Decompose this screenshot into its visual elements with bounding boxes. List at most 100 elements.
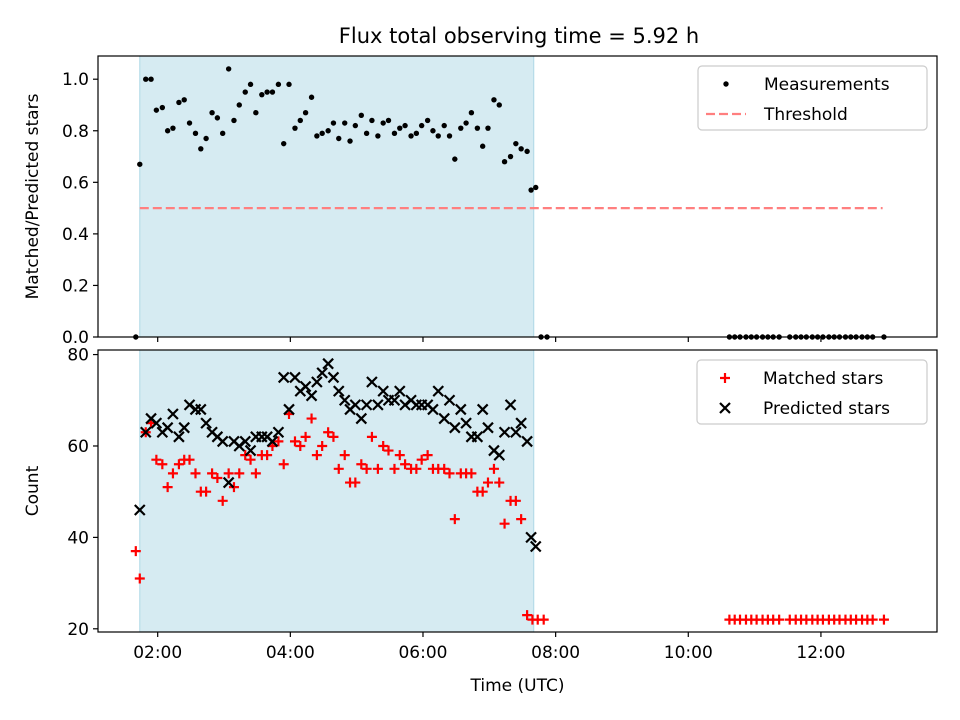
measurement-point xyxy=(408,133,414,139)
matched-point xyxy=(439,463,450,474)
matched-point xyxy=(300,431,311,442)
predicted-point xyxy=(200,417,212,429)
y-tick-label: 1.0 xyxy=(62,70,89,90)
matched-point xyxy=(449,514,460,525)
predicted-point xyxy=(299,380,312,393)
matched-point xyxy=(250,468,261,479)
predicted-point xyxy=(427,403,439,416)
matched-point xyxy=(278,459,289,470)
measurement-point xyxy=(269,89,276,95)
measurement-point xyxy=(203,135,209,142)
measurement-point xyxy=(418,122,425,129)
matched-point xyxy=(350,477,361,488)
measurement-point xyxy=(380,120,386,126)
measurement-point xyxy=(518,146,524,152)
measurement-point xyxy=(302,110,309,116)
measurement-point xyxy=(336,135,342,142)
matched-point xyxy=(422,450,433,461)
matched-point xyxy=(361,463,372,474)
predicted-point xyxy=(529,540,542,553)
legend-box xyxy=(696,359,928,425)
measurement-point xyxy=(286,81,292,88)
predicted-point xyxy=(150,417,163,429)
measurement-point xyxy=(181,97,187,103)
measurement-point xyxy=(209,110,215,116)
matched-point xyxy=(162,482,173,493)
matched-point xyxy=(151,454,162,465)
y-tick-label: 40 xyxy=(67,528,89,548)
panel-star-counts: 20 40 60 80 02:00 04:00 06:00 08:00 10:00 12:00 Co… xyxy=(23,346,938,696)
matched-point xyxy=(522,610,533,621)
measurement-point xyxy=(176,99,182,106)
measurement-point xyxy=(369,117,375,124)
measurement-point xyxy=(397,125,403,131)
series-predicted-stars xyxy=(134,357,542,553)
measurement-point xyxy=(325,128,331,134)
predicted-point xyxy=(510,426,522,439)
matched-point xyxy=(510,495,521,506)
matched-point xyxy=(416,454,427,465)
measurement-point xyxy=(153,107,160,113)
legend-marker-measurements xyxy=(723,81,729,87)
predicted-point xyxy=(476,403,489,416)
predicted-point xyxy=(283,403,295,416)
predicted-point xyxy=(222,476,235,489)
predicted-point xyxy=(471,431,484,443)
x-tick-label: 08:00 xyxy=(531,643,580,663)
measurement-point xyxy=(485,125,491,131)
predicted-point xyxy=(443,394,456,407)
x-tick-label: 10:00 xyxy=(664,643,713,663)
matched-point xyxy=(289,436,300,447)
matched-point xyxy=(207,468,218,479)
axes-frame xyxy=(97,349,938,633)
measurement-point xyxy=(413,130,420,137)
measurement-point xyxy=(452,156,458,162)
measurement-point xyxy=(192,130,199,137)
matched-point xyxy=(157,459,168,470)
predicted-point xyxy=(432,385,445,397)
matched-point xyxy=(167,468,178,479)
y-tick-label: 0.6 xyxy=(62,173,89,193)
predicted-point xyxy=(272,426,285,439)
predicted-point xyxy=(305,389,318,402)
predicted-point xyxy=(161,421,174,434)
measurement-point xyxy=(242,89,248,95)
y-tick-label: 0.4 xyxy=(62,225,89,245)
measurement-point xyxy=(319,130,325,137)
measurement-point xyxy=(524,148,530,155)
measurement-point xyxy=(463,120,469,126)
matched-point xyxy=(411,463,422,474)
measurement-point xyxy=(259,91,265,98)
matched-point xyxy=(212,472,223,483)
matched-point xyxy=(184,454,195,465)
y-tick-label: 20 xyxy=(67,620,89,640)
predicted-point xyxy=(388,394,401,407)
predicted-point xyxy=(366,376,378,388)
predicted-point xyxy=(493,449,506,461)
measurement-point xyxy=(264,89,270,95)
measurement-point xyxy=(231,117,237,124)
predicted-point xyxy=(460,417,472,429)
matched-point xyxy=(538,614,549,625)
measurement-point xyxy=(236,102,242,108)
measurement-point xyxy=(513,140,519,147)
legend-label: Threshold xyxy=(763,105,848,125)
matched-point xyxy=(394,450,405,461)
observing-window-span xyxy=(139,55,535,338)
matched-point xyxy=(130,546,141,557)
legend-box xyxy=(697,65,928,131)
predicted-point xyxy=(322,357,334,370)
figure-title: Flux total observing time = 5.92 h xyxy=(339,24,699,48)
measurement-point xyxy=(435,133,441,139)
matched-point xyxy=(323,427,334,438)
measurement-point xyxy=(496,102,502,108)
predicted-point xyxy=(515,417,527,429)
measurement-point xyxy=(164,128,171,134)
measurement-point xyxy=(501,158,508,165)
predicted-point xyxy=(327,371,340,384)
measurement-point xyxy=(137,161,143,167)
predicted-point xyxy=(349,399,362,411)
predicted-point xyxy=(498,426,511,439)
measurement-point xyxy=(441,122,447,129)
